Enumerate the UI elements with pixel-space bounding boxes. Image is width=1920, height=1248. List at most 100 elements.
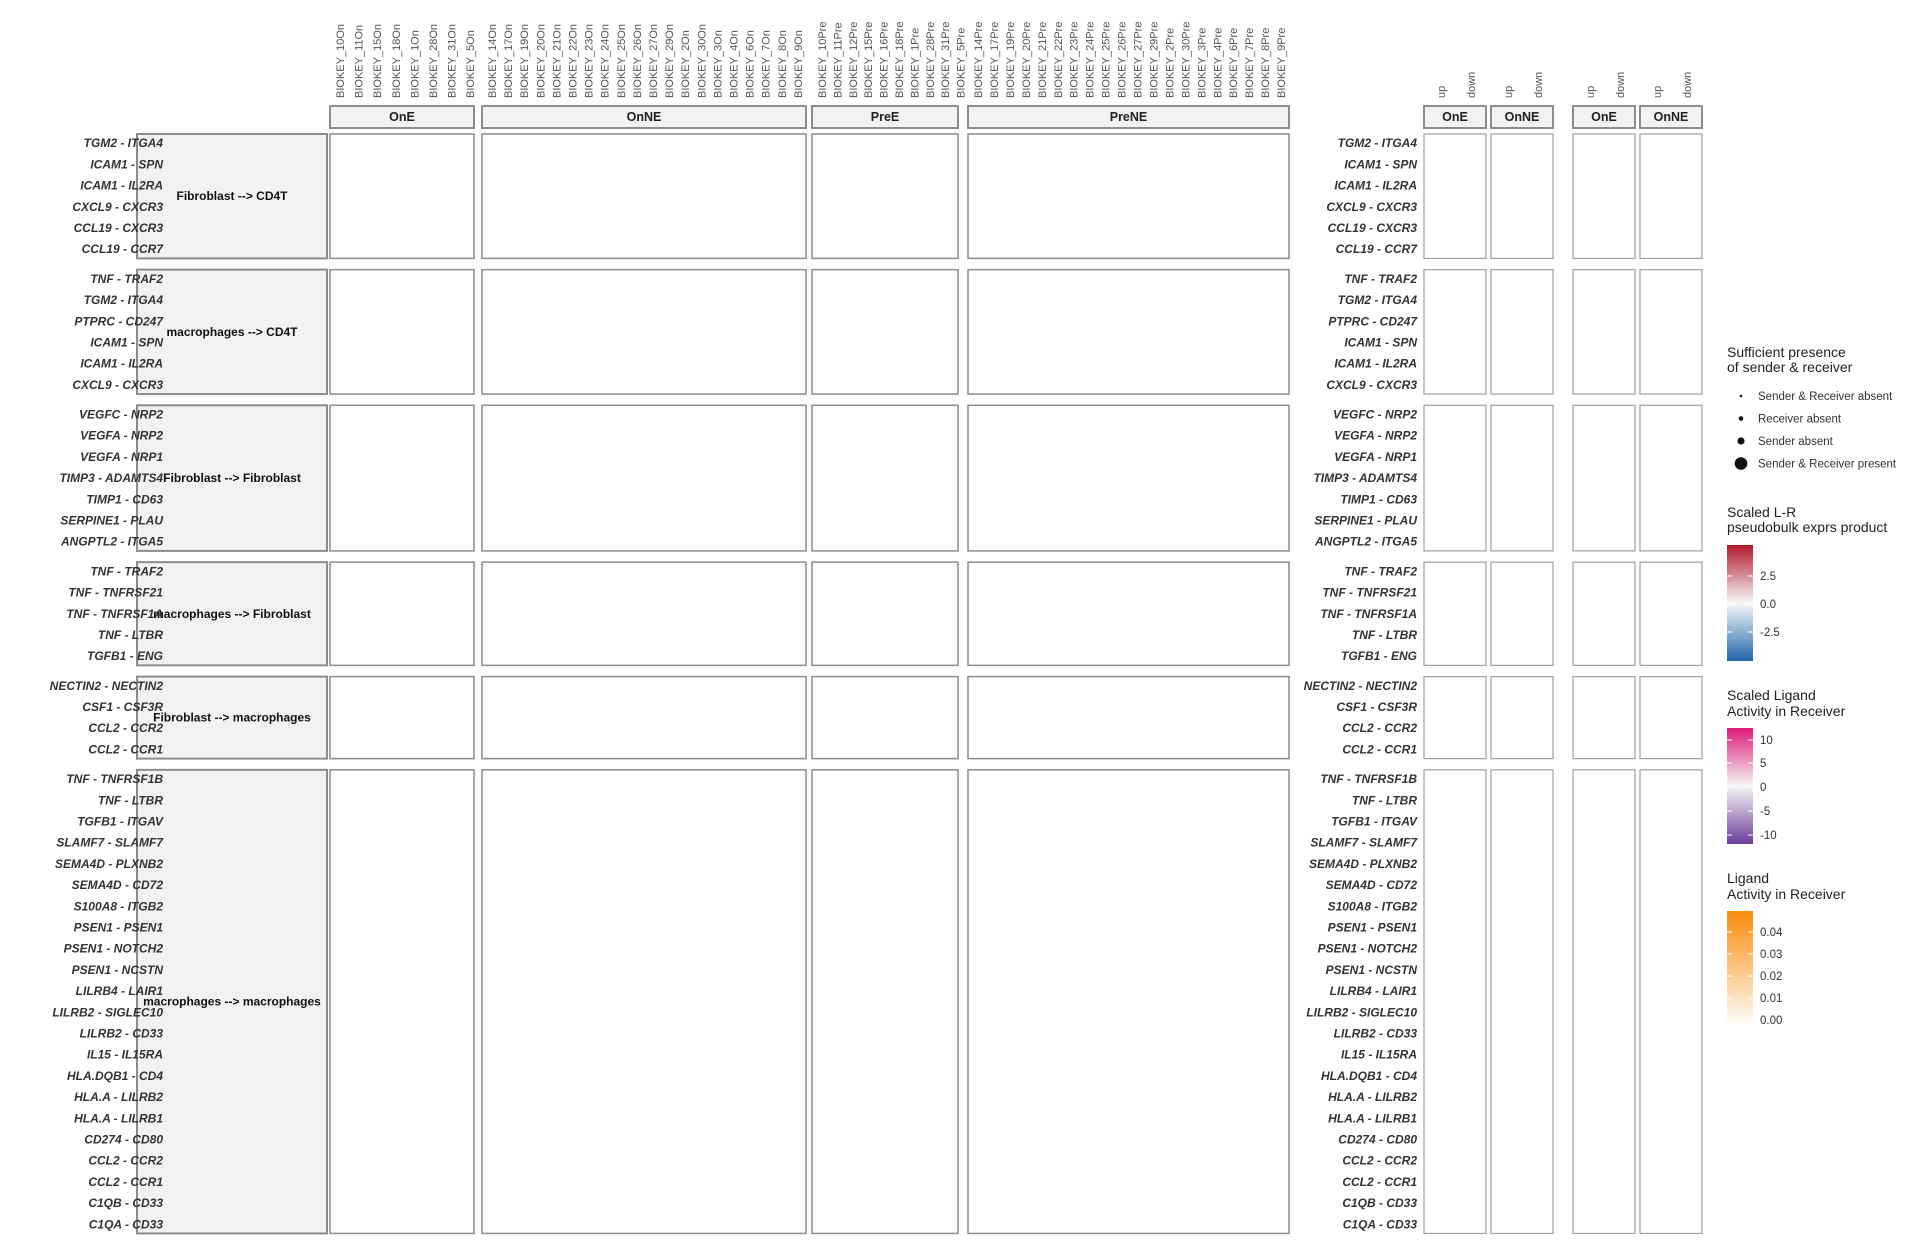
heat-pair-label: CXCL9 - CXCR3 (1326, 200, 1417, 214)
pair-label: SEMA4D - PLXNB2 (55, 857, 163, 871)
legend-presence-item: Sender absent (1758, 436, 1834, 448)
sample-label: BIOKEY_22On (568, 24, 580, 98)
heat-strip-label: OnNE (1654, 110, 1689, 124)
heat-pair-label: SEMA4D - PLXNB2 (1309, 857, 1417, 871)
sample-label: BIOKEY_18Pre (894, 22, 906, 98)
heat-column-label: down (1466, 72, 1478, 98)
sample-label: BIOKEY_2On (680, 30, 692, 98)
heat-pair-label: TNF - TRAF2 (1344, 272, 1417, 286)
dot-panel-frame (811, 268, 959, 395)
heat-panel-frame (1639, 675, 1703, 760)
sample-label: BIOKEY_25Pre (1101, 22, 1113, 98)
pair-label: CCL19 - CCR7 (82, 242, 165, 256)
sample-label: BIOKEY_21On (551, 24, 563, 98)
sample-label: BIOKEY_9Pre (1276, 28, 1288, 98)
sample-label: BIOKEY_20Pre (1021, 22, 1033, 98)
heat-pair-label: VEGFA - NRP2 (1334, 429, 1417, 443)
dot-panel-frame (811, 675, 959, 760)
pair-label: LILRB4 - LAIR1 (76, 984, 164, 998)
group-label-box (136, 561, 328, 667)
heat-panel-frame (1572, 769, 1636, 1235)
panel-strip (811, 105, 959, 129)
dot-panel-frame (811, 133, 959, 260)
heat-pair-label: PSEN1 - NCSTN (1326, 963, 1418, 977)
heat-pair-label: PTPRC - CD247 (1328, 314, 1418, 328)
heat-pair-label: CCL2 - CCR1 (1342, 1175, 1417, 1189)
heat-pair-label: NECTIN2 - NECTIN2 (1304, 679, 1418, 693)
heat-panel-frame (1490, 769, 1554, 1235)
heat-strip (1639, 105, 1703, 129)
dot-panel-frame (811, 404, 959, 552)
pair-label: PSEN1 - NCSTN (72, 963, 164, 977)
dot-panel-frame (481, 675, 807, 760)
pair-label: CXCL9 - CXCR3 (72, 378, 163, 392)
sample-label: BIOKEY_31On (447, 24, 459, 98)
dot-panel-frame (329, 769, 475, 1235)
heat-strip (1423, 105, 1487, 129)
panel-strip-label: PreE (871, 110, 900, 124)
sample-label: BIOKEY_4On (729, 30, 741, 98)
panel-strip (329, 105, 475, 129)
pair-label: NECTIN2 - NECTIN2 (50, 679, 164, 693)
legend-title: pseudobulk exprs product (1727, 519, 1887, 535)
legend-tick-label: 0.00 (1760, 1015, 1782, 1027)
heat-strip (1572, 105, 1636, 129)
legend-tick-label: 2.5 (1760, 571, 1776, 583)
legend-title: Scaled Ligand (1727, 687, 1816, 703)
sample-label: BIOKEY_8On (777, 30, 789, 98)
sample-label: BIOKEY_10Pre (817, 22, 829, 98)
heat-pair-label: CSF1 - CSF3R (1336, 700, 1417, 714)
pair-label: PSEN1 - NOTCH2 (64, 942, 164, 956)
pair-label: TNF - TNFRSF1A (66, 607, 163, 621)
dot-panel-frame (967, 268, 1290, 395)
group-label-box (136, 268, 328, 396)
heat-pair-label: TNF - TNFRSF1A (1320, 607, 1417, 621)
pair-label: VEGFA - NRP2 (80, 429, 163, 443)
heat-panel-frame (1423, 269, 1487, 395)
heat-pair-label: TGM2 - ITGA4 (1338, 293, 1418, 307)
heat-pair-label: TNF - TNFRSF1B (1320, 772, 1417, 786)
pair-label: TGFB1 - ITGAV (77, 814, 164, 828)
heat-pair-label: TNF - LTBR (1352, 628, 1417, 642)
pair-label: CCL19 - CXCR3 (74, 221, 164, 235)
heat-pair-label: LILRB4 - LAIR1 (1330, 984, 1418, 998)
sample-label: BIOKEY_17Pre (989, 22, 1001, 98)
sample-label: BIOKEY_15Pre (863, 22, 875, 98)
heat-panel-frame (1423, 404, 1487, 552)
group-label: macrophages --> Fibroblast (153, 607, 311, 621)
sample-label: BIOKEY_1Pre (909, 28, 921, 98)
heat-panel-frame (1423, 561, 1487, 666)
group-label-box (136, 675, 328, 760)
dot-panel-frame (967, 404, 1290, 552)
heat-column-label: down (1615, 72, 1627, 98)
legend-tick-label: 0.01 (1760, 993, 1782, 1005)
pair-label: CCL2 - CCR2 (88, 721, 163, 735)
heat-pair-label: TGM2 - ITGA4 (1338, 136, 1418, 150)
heat-panel-frame (1490, 675, 1554, 760)
heat-pair-label: C1QB - CD33 (1342, 1196, 1417, 1210)
legend-size-dot (1739, 394, 1743, 398)
heat-pair-label: HLA.A - LILRB1 (1328, 1111, 1417, 1125)
pair-label: HLA.DQB1 - CD4 (67, 1069, 163, 1083)
dot-panel-frame (329, 404, 475, 552)
pair-label: SEMA4D - CD72 (72, 878, 164, 892)
group-label-box (136, 133, 328, 260)
group-label: macrophages --> macrophages (143, 995, 321, 1009)
panel-strip (481, 105, 807, 129)
pair-label: HLA.A - LILRB2 (74, 1090, 163, 1104)
sample-label: BIOKEY_11On (354, 25, 366, 98)
dot-panel-frame (481, 133, 807, 260)
pair-label: CCL2 - CCR1 (88, 742, 163, 756)
heat-panel-frame (1572, 269, 1636, 395)
heat-pair-label: CCL2 - CCR2 (1342, 721, 1417, 735)
sample-label: BIOKEY_27Pre (1133, 22, 1145, 98)
sample-label: BIOKEY_26On (632, 24, 644, 98)
heat-pair-label: CCL2 - CCR1 (1342, 742, 1417, 756)
heat-strip-label: OnE (1442, 110, 1468, 124)
sample-label: BIOKEY_29Pre (1148, 22, 1160, 98)
heat-panel-frame (1423, 675, 1487, 760)
legend-presence-item: Sender & Receiver absent (1758, 391, 1893, 403)
heat-column-label: up (1652, 86, 1664, 98)
group-label: Fibroblast --> Fibroblast (163, 471, 301, 485)
